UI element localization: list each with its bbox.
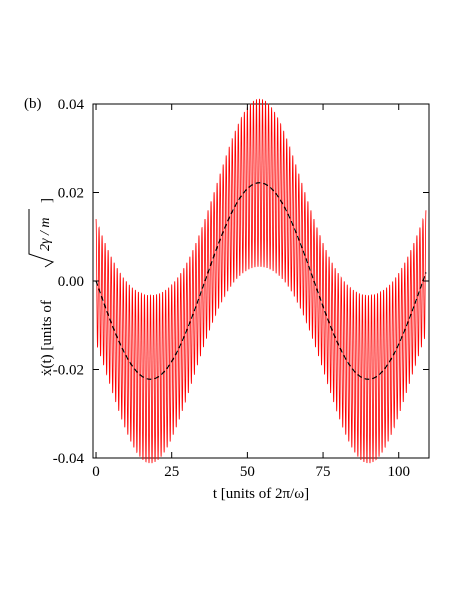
y-tick-label: 0.02 <box>58 186 84 202</box>
y-axis-label-suffix: ] <box>39 198 55 203</box>
x-tick-label: 75 <box>316 464 331 480</box>
y-axis-label-prefix: ẋ(t) [units of <box>39 300 55 376</box>
y-axis-ticks: 0.04 0.02 0.00 -0.02 -0.04 <box>53 97 429 467</box>
x-tick-label: 25 <box>164 464 179 480</box>
y-tick-label: 0.00 <box>58 274 84 290</box>
y-tick-label: 0.04 <box>58 97 85 113</box>
panel-label: (b) <box>24 96 42 112</box>
series-layer <box>95 98 427 464</box>
x-axis-label: t [units of 2π/ω] <box>213 486 309 502</box>
y-axis-label: ẋ(t) [units of 2γ / m ] <box>28 198 55 376</box>
sqrt-radical-icon <box>28 209 55 268</box>
series-fast-oscillation-line <box>95 98 427 464</box>
x-tick-label: 0 <box>92 464 100 480</box>
x-axis-ticks: 0 25 50 75 100 <box>92 104 410 480</box>
y-tick-label: -0.04 <box>53 451 85 467</box>
series-slow-dashed-line <box>95 182 427 380</box>
x-tick-label: 100 <box>387 464 410 480</box>
y-tick-label: -0.02 <box>53 363 84 379</box>
x-tick-label: 50 <box>240 464 255 480</box>
y-axis-label-sqrt: 2γ / m <box>38 217 53 251</box>
